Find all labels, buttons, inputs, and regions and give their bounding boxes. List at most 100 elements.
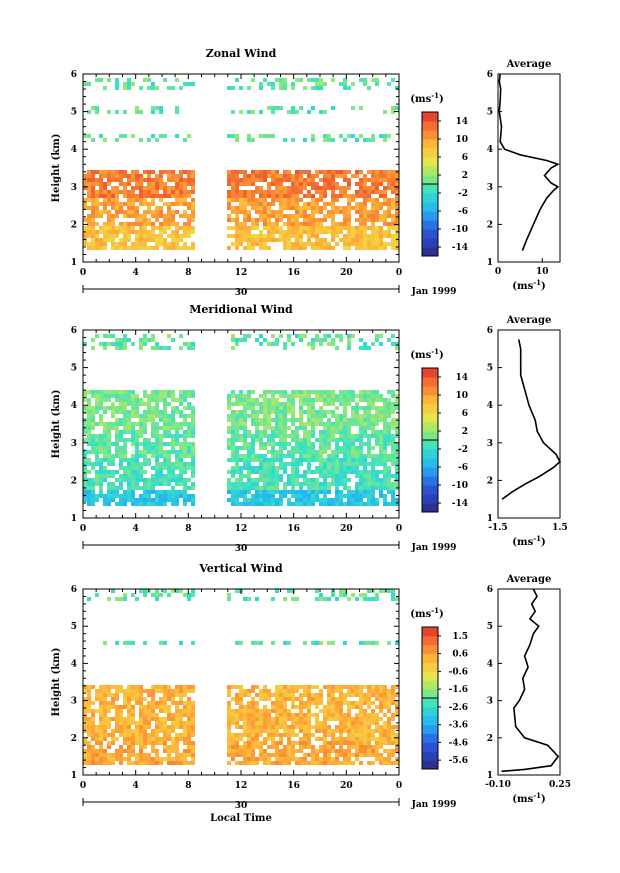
heatmap-cell — [271, 82, 275, 86]
heatmap-cell — [187, 194, 191, 198]
heatmap-cell — [123, 446, 127, 450]
heatmap-cell — [343, 725, 347, 729]
heatmap-cell — [111, 458, 115, 462]
heatmap-cell — [175, 693, 179, 697]
heatmap-cell — [155, 733, 159, 737]
heatmap-cell — [167, 334, 171, 338]
heatmap-cell — [343, 761, 347, 765]
heatmap-cell — [103, 234, 107, 238]
heatmap-cell — [135, 733, 139, 737]
heatmap-cell — [115, 753, 119, 757]
heatmap-cell — [179, 174, 183, 178]
heatmap-cell — [155, 446, 159, 450]
heatmap-cell — [311, 218, 315, 222]
heatmap-cell — [151, 214, 155, 218]
heatmap-cell — [371, 226, 375, 230]
heatmap-cell — [279, 214, 283, 218]
heatmap-cell — [259, 745, 263, 749]
heatmap-cell — [103, 410, 107, 414]
heatmap-cell — [283, 641, 287, 645]
heatmap-cell — [383, 138, 387, 142]
heatmap-cell — [139, 138, 143, 142]
heatmap-cell — [131, 466, 135, 470]
heatmap-cell — [347, 717, 351, 721]
heatmap-cell — [123, 170, 127, 174]
heatmap-cell — [247, 709, 251, 713]
heatmap-cell — [167, 725, 171, 729]
heatmap-cell — [387, 486, 391, 490]
heatmap-cell — [371, 737, 375, 741]
heatmap-cell — [99, 202, 103, 206]
heatmap-cell — [267, 729, 271, 733]
heatmap-cell — [187, 406, 191, 410]
heatmap-cell — [183, 685, 187, 689]
heatmap-cell — [327, 334, 331, 338]
heatmap-cell — [95, 234, 99, 238]
heatmap-cell — [271, 470, 275, 474]
heatmap-cell — [315, 182, 319, 186]
heatmap-cell — [239, 713, 243, 717]
heatmap-cell — [291, 230, 295, 234]
heatmap-cell — [127, 174, 131, 178]
heatmap-cell — [379, 438, 383, 442]
heatmap-cell — [335, 174, 339, 178]
heatmap-cell — [183, 138, 187, 142]
heatmap-cell — [131, 206, 135, 210]
heatmap-cell — [303, 450, 307, 454]
heatmap-cell — [179, 721, 183, 725]
heatmap-cell — [255, 234, 259, 238]
heatmap-cell — [271, 641, 275, 645]
heatmap-cell — [127, 462, 131, 466]
heatmap-cell — [327, 701, 331, 705]
heatmap-cell — [267, 470, 271, 474]
heatmap-cell — [327, 342, 331, 346]
x-tick-label: 8 — [185, 781, 191, 791]
heatmap-cell — [139, 589, 143, 593]
heatmap-cell — [303, 222, 307, 226]
heatmap-cell — [267, 490, 271, 494]
heatmap-cell — [139, 342, 143, 346]
heatmap-cell — [235, 174, 239, 178]
heatmap-cell — [131, 222, 135, 226]
heatmap-cell — [279, 422, 283, 426]
heatmap-cell — [323, 494, 327, 498]
y-tick-label: 4 — [71, 401, 77, 411]
heatmap-cell — [95, 478, 99, 482]
heatmap-cell — [299, 230, 303, 234]
heatmap-cell — [231, 713, 235, 717]
heatmap-cell — [327, 210, 331, 214]
heatmap-cell — [323, 462, 327, 466]
colorbar-segment — [422, 157, 438, 167]
heatmap-cell — [391, 222, 395, 226]
heatmap-cell — [111, 494, 115, 498]
heatmap-cell — [123, 214, 127, 218]
heatmap-cell — [303, 713, 307, 717]
heatmap-cell — [319, 761, 323, 765]
heatmap-cell — [151, 422, 155, 426]
heatmap-cell — [379, 745, 383, 749]
heatmap-cell — [187, 761, 191, 765]
heatmap-cell — [183, 214, 187, 218]
colorbar-segment — [422, 238, 438, 248]
heatmap-cell — [99, 190, 103, 194]
heatmap-cell — [371, 418, 375, 422]
heatmap-cell — [315, 82, 319, 86]
heatmap-cell — [123, 210, 127, 214]
heatmap-cell — [299, 246, 303, 250]
heatmap-cell — [307, 693, 311, 697]
heatmap-cell — [239, 454, 243, 458]
heatmap-cell — [323, 338, 327, 342]
heatmap-cell — [179, 470, 183, 474]
heatmap-cell — [127, 466, 131, 470]
heatmap-cell — [307, 422, 311, 426]
heatmap-cell — [367, 721, 371, 725]
heatmap-cell — [143, 230, 147, 234]
heatmap-cell — [331, 170, 335, 174]
heatmap-cell — [103, 334, 107, 338]
heatmap-cell — [107, 226, 111, 230]
heatmap-cell — [283, 709, 287, 713]
heatmap-cell — [375, 338, 379, 342]
heatmap-cell — [295, 214, 299, 218]
heatmap-cell — [311, 390, 315, 394]
heatmap-cell — [251, 182, 255, 186]
